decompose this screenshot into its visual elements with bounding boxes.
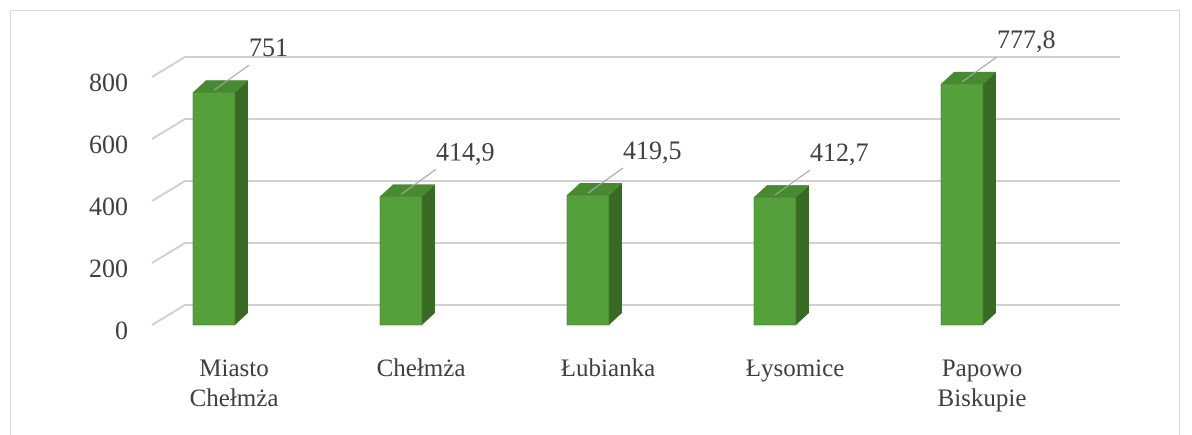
data-label: 751 <box>249 33 288 62</box>
leader-line <box>587 167 624 194</box>
y-tick-label: 0 <box>115 316 128 345</box>
bar-side <box>235 80 248 325</box>
chart-border <box>10 10 1180 435</box>
bar-side <box>422 184 435 325</box>
y-tick-label: 800 <box>89 68 128 97</box>
bar <box>566 194 610 326</box>
grid-line <box>151 118 1120 140</box>
grid-line <box>151 56 1120 78</box>
bar <box>192 91 236 326</box>
bar-side <box>983 71 996 325</box>
x-tick-label: Papowo Biskupie <box>937 355 1027 412</box>
data-label: 419,5 <box>623 136 682 165</box>
leader-line <box>213 64 250 91</box>
leader-line <box>961 56 998 83</box>
x-tick-label: Chełmża <box>376 355 466 382</box>
bar <box>753 196 797 326</box>
leader-line <box>774 169 811 196</box>
y-tick-label: 600 <box>89 130 128 159</box>
x-tick-label: Miasto Chełmża <box>189 355 279 412</box>
bar <box>940 83 984 326</box>
data-label: 777,8 <box>997 25 1056 54</box>
leader-line <box>400 168 437 195</box>
x-tick-label: Łysomice <box>745 355 845 382</box>
data-label: 412,7 <box>810 138 869 167</box>
y-tick-label: 400 <box>89 192 128 221</box>
x-tick-label: Łubianka <box>560 355 656 382</box>
bar-side <box>609 182 622 325</box>
grid-line <box>151 180 1120 202</box>
bar-side <box>796 185 809 325</box>
bar <box>379 196 423 326</box>
y-tick-label: 200 <box>89 254 128 283</box>
data-label: 414,9 <box>436 137 495 166</box>
